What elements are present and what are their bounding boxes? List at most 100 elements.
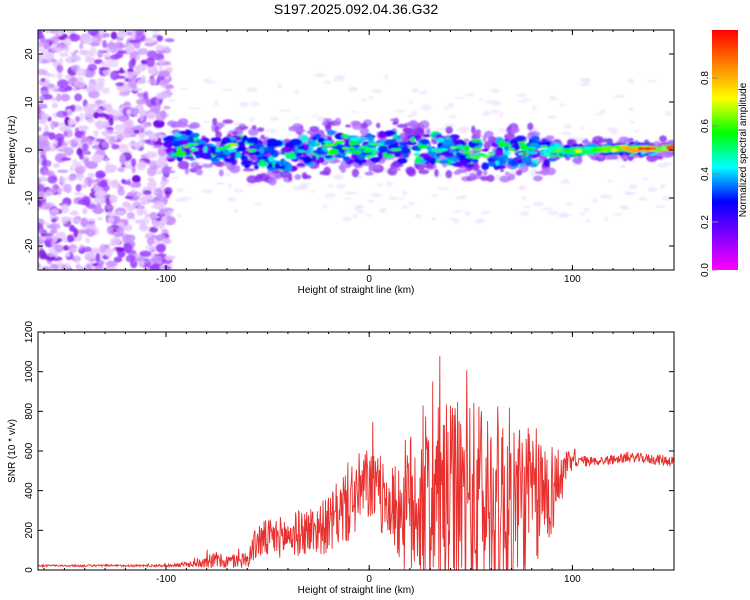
ridge-core xyxy=(449,156,460,162)
noise-speckle xyxy=(76,265,86,270)
haze-speckle xyxy=(542,207,553,211)
noise-speckle xyxy=(84,87,90,93)
noise-speckle xyxy=(89,46,97,57)
noise-speckle xyxy=(145,151,158,159)
noise-speckle xyxy=(59,122,65,126)
noise-speckle xyxy=(38,103,48,109)
ridge-core xyxy=(350,154,359,159)
ridge-core xyxy=(341,134,350,139)
ridge-core xyxy=(246,137,258,144)
noise-speckle xyxy=(102,99,107,109)
ridge-core xyxy=(241,159,253,166)
ridge-core xyxy=(415,156,422,164)
ridge-halo xyxy=(532,175,543,182)
ridge-halo xyxy=(504,171,510,176)
ridge-blob xyxy=(450,146,457,150)
ridge-blob xyxy=(358,146,369,150)
noise-speckle xyxy=(94,195,106,206)
snr-line xyxy=(38,356,674,570)
haze-speckle xyxy=(630,160,637,163)
noise-speckle xyxy=(109,194,118,204)
noise-speckle xyxy=(80,217,88,228)
ridge-core xyxy=(291,158,299,162)
noise-speckle xyxy=(123,71,135,79)
ridge-core xyxy=(266,142,271,148)
haze-speckle xyxy=(167,130,173,135)
ridge-core xyxy=(399,147,411,155)
ridge-halo xyxy=(566,140,572,145)
noise-speckle xyxy=(124,195,134,200)
noise-speckle xyxy=(136,206,143,217)
ridge-halo xyxy=(474,129,482,134)
noise-speckle xyxy=(101,140,109,148)
noise-speckle xyxy=(74,255,81,265)
noise-speckle xyxy=(155,96,160,107)
noise-speckle xyxy=(56,110,69,118)
noise-speckle xyxy=(140,59,148,65)
haze-speckle xyxy=(464,210,471,216)
ridge-core xyxy=(413,152,421,156)
ridge-core xyxy=(259,147,265,155)
ridge-halo xyxy=(659,135,667,143)
noise-speckle xyxy=(38,30,44,33)
ridge-blob xyxy=(487,151,496,155)
haze-speckle xyxy=(224,172,232,177)
noise-speckle xyxy=(93,178,100,183)
ridge-blob xyxy=(523,146,533,150)
noise-speckle xyxy=(126,32,132,36)
noise-speckle xyxy=(146,181,157,191)
noise-speckle xyxy=(44,222,50,226)
noise-speckle xyxy=(87,177,92,188)
ridge-core xyxy=(370,156,381,163)
haze-speckle xyxy=(227,183,232,189)
ridge-core xyxy=(203,145,208,153)
noise-speckle xyxy=(87,63,98,72)
haze-speckle xyxy=(559,180,571,185)
ridge-blob xyxy=(223,145,232,149)
noise-speckle xyxy=(39,38,50,46)
noise-speckle xyxy=(143,91,149,100)
noise-speckle xyxy=(127,68,134,72)
noise-speckle xyxy=(81,246,92,253)
noise-speckle xyxy=(63,146,74,156)
noise-speckle xyxy=(164,255,176,261)
ridge-core xyxy=(314,149,325,155)
haze-speckle xyxy=(452,218,460,224)
ridge-halo xyxy=(360,122,368,129)
haze-speckle xyxy=(201,189,213,194)
noise-speckle xyxy=(75,67,87,77)
haze-speckle xyxy=(664,162,673,166)
ridge-core xyxy=(464,163,475,168)
haze-speckle xyxy=(626,78,636,84)
noise-speckle xyxy=(105,205,113,210)
noise-speckle xyxy=(76,77,85,81)
ridge-halo xyxy=(258,172,270,182)
noise-speckle xyxy=(114,124,125,132)
ridge-halo xyxy=(248,128,259,136)
noise-speckle xyxy=(164,38,175,43)
y-tick-label: 600 xyxy=(24,442,35,459)
noise-speckle xyxy=(79,43,84,50)
noise-speckle xyxy=(105,56,111,61)
noise-speckle xyxy=(74,93,83,102)
haze-speckle xyxy=(529,170,536,177)
y-tick-label: 10 xyxy=(24,96,35,108)
ridge-hotspot xyxy=(644,146,652,151)
ridge-core xyxy=(471,139,483,143)
haze-speckle xyxy=(332,174,345,181)
ridge-halo xyxy=(392,121,398,126)
ridge-halo xyxy=(482,170,488,176)
ridge-core xyxy=(342,156,351,162)
noise-speckle xyxy=(149,211,158,221)
noise-speckle xyxy=(95,252,101,263)
ridge-core xyxy=(235,152,242,158)
haze-speckle xyxy=(410,110,418,117)
ridge-core xyxy=(453,139,465,147)
haze-speckle xyxy=(448,115,457,119)
ridge-halo xyxy=(602,138,611,143)
haze-speckle xyxy=(370,192,382,198)
haze-speckle xyxy=(436,127,448,132)
haze-speckle xyxy=(642,177,649,181)
y-tick-label: 20 xyxy=(24,48,35,60)
ridge-core xyxy=(491,154,499,160)
